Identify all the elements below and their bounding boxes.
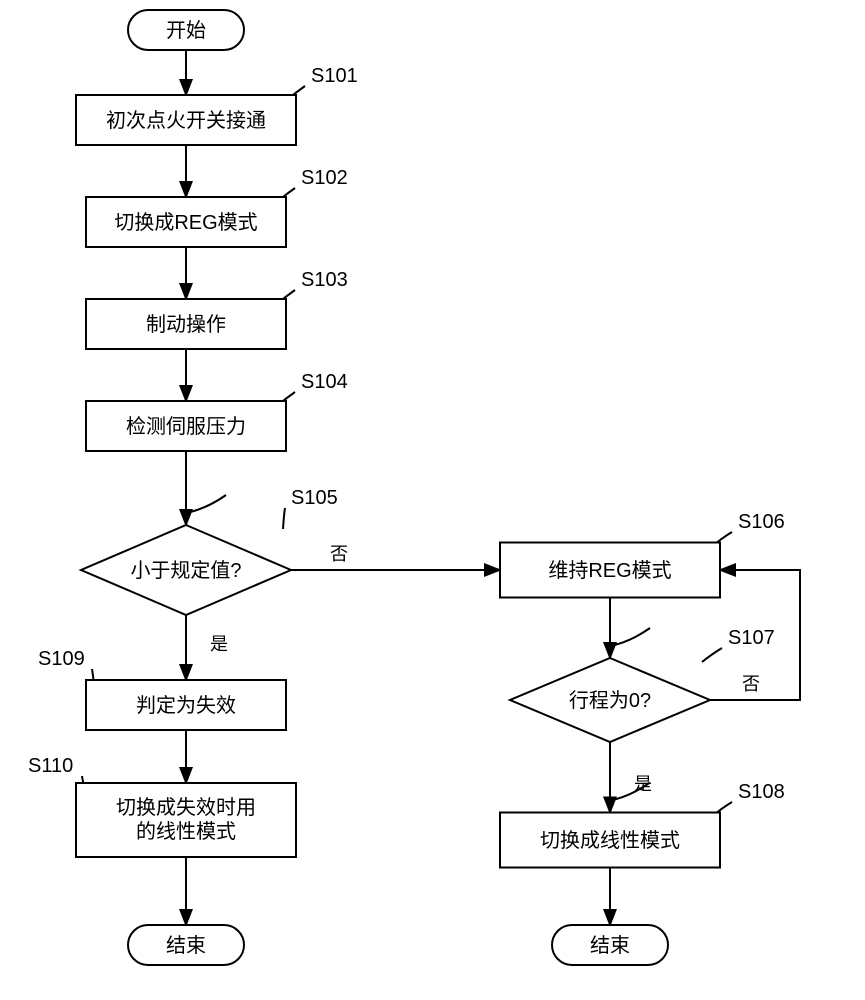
node-text-start: 开始 — [166, 19, 206, 42]
leader-s107 — [702, 648, 722, 662]
node-text-s102: 切换成REG模式 — [114, 211, 257, 234]
label-hook-s107 — [610, 628, 650, 646]
node-text-s105: 小于规定值? — [130, 559, 241, 582]
step-label-s104: S104 — [301, 371, 348, 393]
step-label-s103: S103 — [301, 269, 348, 291]
node-text-s110-0: 切换成失效时用 — [116, 796, 256, 819]
step-label-s109: S109 — [38, 648, 85, 670]
step-label-s110: S110 — [28, 755, 73, 777]
process-box-s110 — [76, 783, 296, 857]
step-label-s106: S106 — [738, 511, 785, 533]
edge-label-8: 是 — [634, 774, 652, 794]
node-text-s103: 制动操作 — [146, 313, 226, 336]
leader-s105 — [283, 508, 285, 529]
edge-label-9: 否 — [742, 674, 760, 694]
node-text-s106: 维持REG模式 — [548, 559, 671, 582]
node-text-s104: 检测伺服压力 — [126, 415, 246, 438]
step-label-s107: S107 — [728, 627, 775, 649]
node-text-end1: 结束 — [166, 934, 206, 957]
node-text-end2: 结束 — [590, 934, 630, 957]
node-text-s107: 行程为0? — [569, 689, 651, 712]
node-text-s101: 初次点火开关接通 — [106, 109, 266, 132]
step-label-s102: S102 — [301, 167, 348, 189]
step-label-s108: S108 — [738, 781, 785, 803]
edge-label-5: 是 — [210, 634, 228, 654]
flowchart-canvas: 开始初次点火开关接通 S101 切换成REG模式 S102 制动操作 S103 检测伺服压力… — [0, 0, 865, 1000]
step-label-s105: S105 — [291, 487, 338, 509]
edge-label-6: 否 — [330, 544, 348, 564]
node-text-s109: 判定为失效 — [136, 694, 236, 717]
step-label-s101: S101 — [311, 65, 358, 87]
node-text-s110-1: 的线性模式 — [136, 820, 236, 843]
label-hook-s105 — [186, 495, 226, 513]
node-text-s108: 切换成线性模式 — [540, 829, 680, 852]
